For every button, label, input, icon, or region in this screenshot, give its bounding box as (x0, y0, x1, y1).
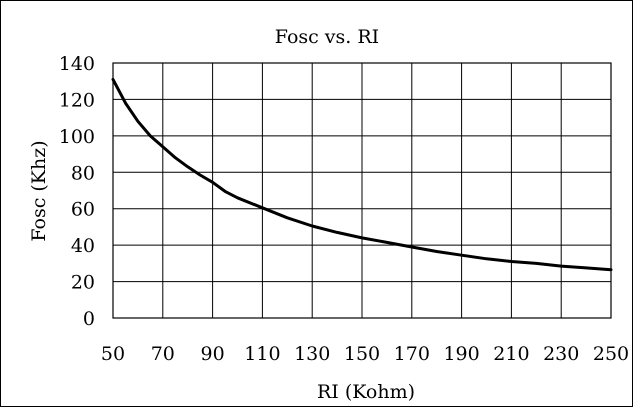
x-tick-label: 130 (294, 343, 330, 365)
x-tick-label: 190 (443, 343, 479, 365)
y-tick-label: 0 (83, 308, 95, 330)
y-tick-label: 20 (71, 272, 95, 294)
x-tick-label: 170 (394, 343, 430, 365)
x-tick-label: 210 (493, 343, 529, 365)
x-tick-label: 150 (344, 343, 380, 365)
grid (112, 62, 612, 319)
x-tick-label: 50 (101, 343, 125, 365)
y-tick-label: 80 (71, 162, 95, 184)
y-axis-label: Fosc (Khz) (28, 140, 50, 241)
x-tick-label: 230 (543, 343, 579, 365)
tick-labels: 50 70 90 110 130 150 170 190 210 230 250 0 20 40 60 80 1… (59, 53, 629, 365)
x-axis-label: RI (Kohm) (317, 381, 415, 403)
x-tick-label: 110 (244, 343, 280, 365)
x-tick-label: 250 (593, 343, 629, 365)
x-tick-label: 90 (201, 343, 225, 365)
y-tick-label: 140 (59, 53, 95, 75)
y-tick-label: 60 (71, 199, 95, 221)
series-layer (111, 77, 613, 272)
y-tick-label: 100 (59, 126, 95, 148)
plot-area-frame (112, 62, 612, 319)
chart-title: Fosc vs. RI (275, 26, 379, 48)
y-tick-label: 120 (59, 89, 95, 111)
x-tick-label: 70 (151, 343, 175, 365)
y-tick-label: 40 (71, 235, 95, 257)
series-line (111, 77, 613, 272)
